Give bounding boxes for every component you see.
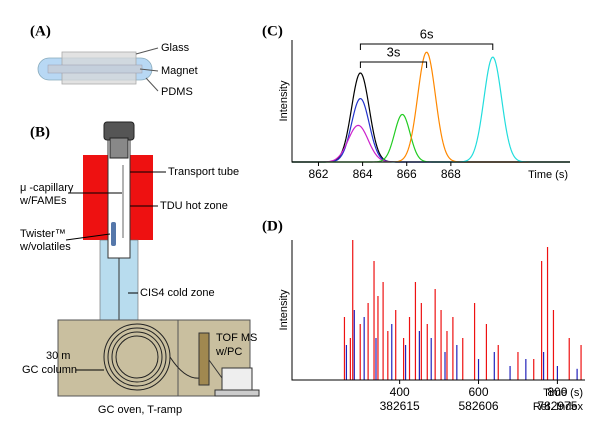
setup-label: GC oven, T-ramp <box>98 404 182 416</box>
setup-label: TOF MS <box>216 332 257 344</box>
peak <box>292 98 570 163</box>
ret-index-label: 382615 <box>380 399 420 413</box>
panel-letter: (C) <box>262 23 283 39</box>
axis <box>291 240 585 381</box>
setup-label: w/PC <box>215 346 242 358</box>
peak <box>292 72 570 163</box>
peak <box>292 124 570 163</box>
panel-letter: (D) <box>262 218 283 234</box>
setup-drawing <box>57 121 260 397</box>
setup-label: μ -capillary <box>20 182 74 194</box>
x-tick-label: 400 <box>390 385 410 399</box>
setup-label: TDU hot zone <box>160 200 228 212</box>
bracket-label: 6s <box>420 26 434 41</box>
setup-label: 30 m <box>46 350 70 362</box>
setup-label: w/volatiles <box>19 241 71 253</box>
part-label: Glass <box>161 42 190 54</box>
part-label: PDMS <box>161 86 193 98</box>
x-tick-label: 866 <box>397 167 417 181</box>
bracket <box>359 43 494 50</box>
peak <box>292 113 570 163</box>
peak <box>292 56 570 163</box>
ret-index-label: 582606 <box>459 399 499 413</box>
part-label: Magnet <box>161 65 198 77</box>
x-tick-label: 800 <box>547 385 567 399</box>
twister-drawing <box>37 47 159 92</box>
x-label: Time (s) <box>528 169 568 181</box>
setup-label: w/FAMEs <box>19 195 67 207</box>
x-label: Time (s) <box>543 387 583 399</box>
setup-label: Twister™ <box>20 228 66 240</box>
setup-label: Transport tube <box>168 166 239 178</box>
panel-letter: (A) <box>30 23 51 39</box>
x-tick-label: 600 <box>469 385 489 399</box>
ret-index-label: 782975 <box>537 399 577 413</box>
y-label: Intensity <box>278 80 290 121</box>
bracket <box>359 61 428 68</box>
setup-label: GC column <box>22 364 77 376</box>
panel-letter: (B) <box>30 124 50 140</box>
y-label: Intensity <box>278 289 290 330</box>
x-tick-label: 862 <box>308 167 328 181</box>
x2-label: Ret. Index <box>533 401 584 413</box>
setup-label: CIS4 cold zone <box>140 287 215 299</box>
x-tick-label: 864 <box>353 167 373 181</box>
x-tick-label: 868 <box>441 167 461 181</box>
peak <box>292 51 570 163</box>
axis <box>291 40 570 163</box>
bracket-label: 3s <box>387 44 401 59</box>
